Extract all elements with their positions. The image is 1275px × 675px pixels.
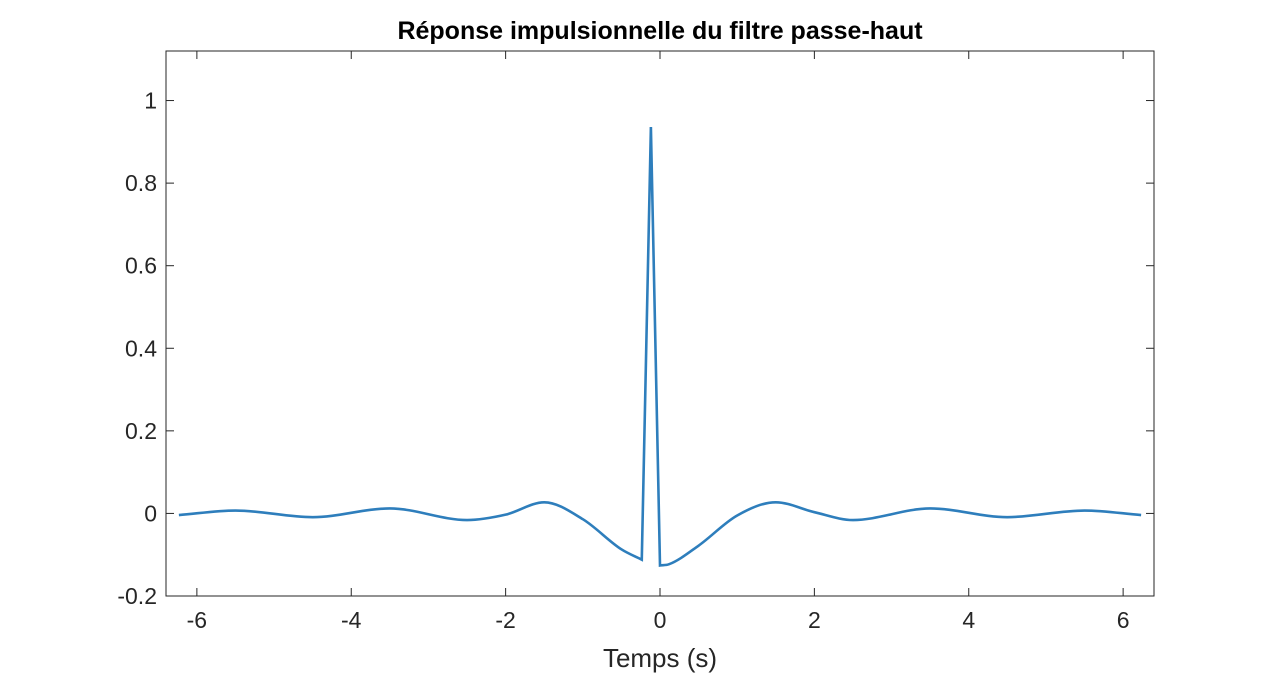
y-tick-label: 0.4 [125,335,157,361]
series-line [178,126,1142,567]
x-tick-label: 2 [808,607,821,633]
y-tick-label: 0.8 [125,170,157,196]
x-tick-label: -2 [495,607,515,633]
y-tick-label: 0.6 [125,253,157,279]
x-tick-label: 6 [1117,607,1130,633]
x-axis-ticks: -6 -4 -2 0 2 4 6 [187,51,1130,633]
series-layer [178,126,1142,567]
x-tick-label: 0 [654,607,667,633]
y-tick-label: 0 [144,500,157,526]
y-tick-label: 1 [144,88,157,114]
x-tick-label: -4 [341,607,362,633]
y-axis-ticks: -0.2 0 0.2 0.4 0.6 0.8 1 [117,88,1154,609]
chart-title: Réponse impulsionnelle du filtre passe-h… [397,17,923,45]
y-tick-label: -0.2 [117,583,157,609]
x-axis-label: Temps (s) [603,643,717,673]
y-tick-label: 0.2 [125,418,157,444]
x-tick-label: 4 [962,607,975,633]
x-tick-label: -6 [187,607,207,633]
